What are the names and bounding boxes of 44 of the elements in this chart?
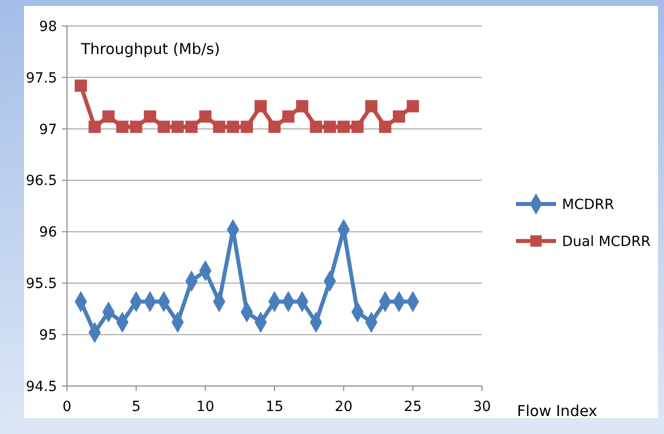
- y-tick-label: 96: [39, 224, 58, 241]
- point: [130, 120, 142, 133]
- y-tick-label: 94.5: [26, 378, 57, 395]
- x-tick-label: 30: [473, 399, 491, 415]
- point: [172, 120, 184, 133]
- point: [282, 110, 294, 123]
- x-tick-label: 25: [404, 399, 422, 415]
- y-tick-label: 95.5: [26, 276, 57, 292]
- point: [392, 110, 406, 123]
- point: [379, 120, 392, 133]
- y-tick-label: 95: [39, 327, 57, 344]
- point: [240, 120, 253, 133]
- point: [254, 100, 267, 112]
- point: [88, 120, 101, 133]
- point: [102, 110, 115, 123]
- point: [226, 120, 240, 133]
- x-tick-label: 10: [196, 399, 214, 415]
- point: [74, 80, 87, 92]
- point: [199, 110, 212, 123]
- y-tick-label: 97.5: [26, 70, 57, 86]
- point: [296, 100, 308, 112]
- point: [406, 100, 419, 112]
- x-tick-label: 5: [132, 399, 141, 415]
- x-tick-label: 20: [334, 399, 353, 415]
- x-tick-label: 15: [266, 399, 284, 415]
- point: [158, 120, 170, 133]
- legend-label: MCDRR: [562, 196, 614, 213]
- point: [268, 120, 281, 133]
- y-tick-label: 98: [39, 18, 57, 35]
- point: [310, 120, 322, 133]
- point: [144, 110, 156, 123]
- point: [213, 120, 226, 133]
- point: [116, 120, 128, 133]
- x-axis-title: Flow Index: [517, 402, 598, 420]
- y-axis-title: Throughput (Mb/s): [80, 40, 220, 58]
- legend-label: Dual MCDRR: [562, 234, 651, 250]
- point: [351, 120, 364, 133]
- point: [338, 120, 350, 133]
- y-tick-label: 96.5: [26, 173, 57, 190]
- point: [324, 120, 336, 133]
- point: [365, 100, 378, 112]
- point: [185, 120, 198, 133]
- y-tick-label: 97: [39, 122, 57, 138]
- x-tick-label: 0: [62, 399, 72, 415]
